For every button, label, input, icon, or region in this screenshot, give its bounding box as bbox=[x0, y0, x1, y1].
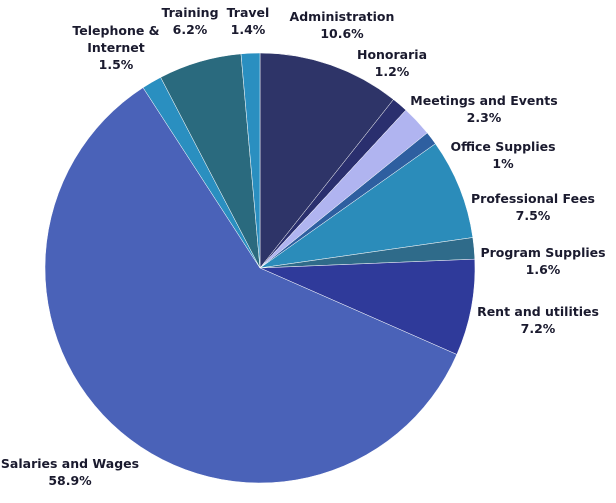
category-label: Training bbox=[161, 5, 219, 20]
value-label: 1.2% bbox=[374, 64, 410, 79]
category-label: Rent and utilities bbox=[477, 304, 599, 319]
value-label: 7.5% bbox=[515, 208, 551, 223]
slice-label: Program Supplies 1.6% bbox=[480, 245, 606, 277]
value-label: 1.6% bbox=[525, 262, 561, 277]
value-label: 2.3% bbox=[466, 110, 502, 125]
value-label: 7.2% bbox=[520, 321, 556, 336]
slice-label: Meetings and Events 2.3% bbox=[410, 93, 558, 125]
pie-slice bbox=[44, 87, 458, 484]
value-label: 6.2% bbox=[172, 22, 208, 37]
category-label: Meetings and Events bbox=[410, 93, 558, 108]
category-label: Telephone & Internet bbox=[72, 23, 160, 55]
category-label: Professional Fees bbox=[471, 191, 595, 206]
slice-label: Honoraria 1.2% bbox=[356, 47, 428, 79]
value-label: 10.6% bbox=[320, 26, 364, 41]
slice-label: Travel 1.4% bbox=[226, 5, 270, 37]
value-label: 1.5% bbox=[98, 57, 134, 72]
category-label: Administration bbox=[289, 9, 395, 24]
category-label: Office Supplies bbox=[450, 139, 556, 154]
slice-label: Professional Fees 7.5% bbox=[471, 191, 595, 223]
pie-slice bbox=[240, 52, 261, 269]
value-label: 1% bbox=[492, 156, 514, 171]
value-label: 58.9% bbox=[48, 473, 92, 488]
slice-label: Telephone & Internet 1.5% bbox=[72, 23, 160, 72]
value-label: 1.4% bbox=[230, 22, 266, 37]
slice-label: Administration 10.6% bbox=[289, 9, 395, 41]
slice-label: Office Supplies 1% bbox=[450, 139, 556, 171]
slice-label: Salaries and Wages 58.9% bbox=[0, 456, 140, 488]
slice-label: Rent and utilities 7.2% bbox=[477, 304, 599, 336]
category-label: Salaries and Wages bbox=[0, 456, 140, 471]
category-label: Honoraria bbox=[356, 47, 428, 62]
category-label: Program Supplies bbox=[480, 245, 606, 260]
pie-slice bbox=[259, 143, 474, 269]
category-label: Travel bbox=[226, 5, 270, 20]
pie-slice bbox=[259, 258, 476, 355]
pie-slice bbox=[259, 52, 394, 269]
slice-label: Training 6.2% bbox=[161, 5, 219, 37]
